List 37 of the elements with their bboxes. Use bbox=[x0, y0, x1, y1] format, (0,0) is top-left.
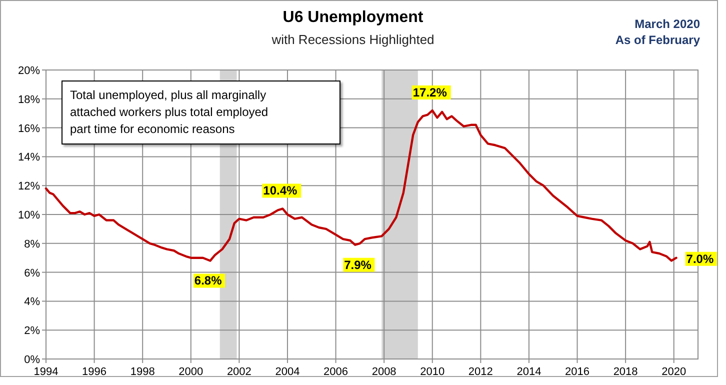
annotation: 6.8% bbox=[194, 274, 222, 288]
line-series bbox=[44, 109, 678, 262]
x-tick-label: 1998 bbox=[130, 366, 155, 378]
x-tick-label: 2016 bbox=[565, 366, 590, 378]
x-tick-label: 2014 bbox=[516, 366, 542, 378]
annotation: 17.2% bbox=[412, 85, 448, 100]
annotation: Total unemployed, plus all marginally attached workers plus total employed part time for economic reasons bbox=[70, 88, 268, 136]
x-tick-label: 2012 bbox=[468, 366, 493, 378]
annotation: 7.9% bbox=[344, 258, 372, 272]
y-tick-label: 0% bbox=[24, 354, 40, 366]
note-box: Total unemployed, plus all marginally attached workers plus total employed part time for economic reasons bbox=[62, 80, 340, 144]
y-tick-label: 16% bbox=[18, 122, 40, 135]
annotation: 7.0% bbox=[686, 252, 714, 266]
x-tick-label: 2006 bbox=[324, 366, 348, 378]
chart-subtitle: with Recessions Highlighted bbox=[270, 32, 434, 47]
y-tick-label: 4% bbox=[24, 296, 40, 308]
y-tick-label: 6% bbox=[24, 267, 40, 280]
annotation: 10.4% bbox=[263, 184, 298, 198]
x-tick-label: 2008 bbox=[372, 366, 396, 378]
chart-title: U6 Unemployment bbox=[282, 9, 424, 26]
y-tick-label: 14% bbox=[18, 152, 40, 164]
x-tick-label: 2000 bbox=[178, 366, 204, 378]
y-tick-label: 10% bbox=[18, 210, 40, 222]
y-tick-label: 12% bbox=[18, 180, 40, 193]
y-tick-label: 18% bbox=[18, 94, 40, 106]
x-tick-label: 2020 bbox=[662, 366, 686, 378]
y-tick-label: 20% bbox=[18, 65, 40, 77]
x-tick-label: 2018 bbox=[613, 366, 638, 378]
y-tick-label: 2% bbox=[24, 325, 40, 338]
x-tick-label: 1996 bbox=[82, 366, 107, 378]
y-tick-label: 8% bbox=[24, 238, 40, 250]
x-tick-label: 2002 bbox=[226, 366, 252, 378]
text: March 2020 bbox=[634, 17, 700, 31]
x-tick-label: 2010 bbox=[420, 366, 445, 378]
x-tick-label: 1994 bbox=[34, 366, 58, 378]
x-tick-label: 2004 bbox=[275, 366, 300, 378]
text: As of February bbox=[615, 33, 700, 47]
